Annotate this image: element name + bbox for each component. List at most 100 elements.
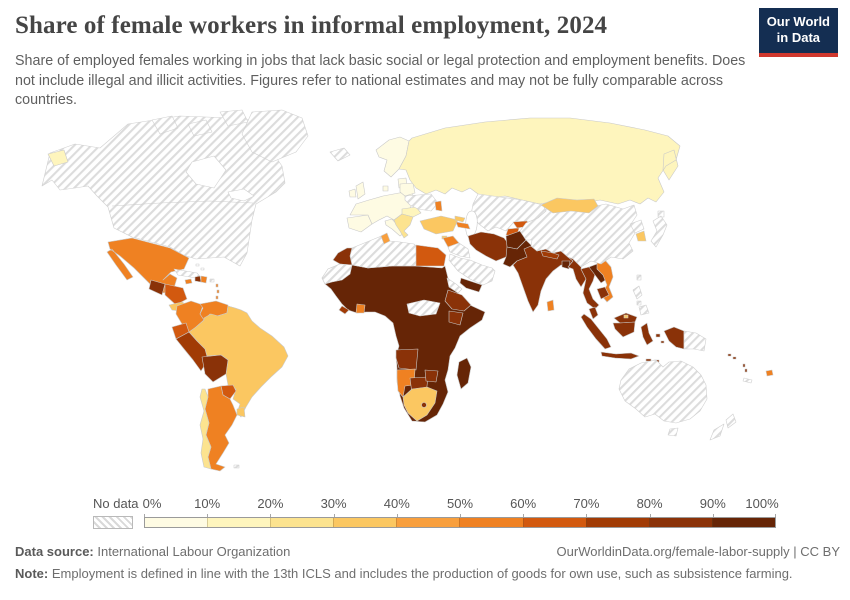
map-region-iberia[interactable] (346, 214, 373, 233)
legend-segment-50-60%[interactable] (459, 518, 523, 527)
map-region-iraq[interactable] (447, 242, 471, 259)
map-region-fiji[interactable] (765, 369, 774, 377)
map-region-mexico[interactable] (106, 237, 190, 294)
legend-segment-40-50%[interactable] (396, 518, 460, 527)
map-region-egypt[interactable] (415, 244, 447, 267)
map-region-chile[interactable] (199, 388, 212, 470)
map-region-puerto-rico[interactable] (209, 278, 215, 283)
map-region-saudi-arabia-gulf[interactable] (448, 253, 496, 286)
map-region-japan[interactable] (650, 210, 668, 248)
map-region-china[interactable] (519, 203, 638, 268)
map-region-arctic-islands[interactable] (151, 109, 249, 137)
map-region-uk[interactable] (355, 181, 366, 200)
map-region-morocco[interactable] (332, 247, 353, 266)
map-region-south-africa[interactable] (402, 386, 438, 422)
map-region-eritrea-djibouti[interactable] (446, 277, 463, 294)
legend-segment-0-10%[interactable] (145, 518, 208, 527)
map-region-vanuatu[interactable] (742, 363, 748, 373)
no-data-swatch[interactable] (93, 516, 133, 529)
map-region-zimbabwe[interactable] (424, 369, 439, 383)
map-region-angola[interactable] (395, 348, 419, 371)
legend-segment-30-40%[interactable] (333, 518, 397, 527)
map-region-iran[interactable] (467, 231, 511, 262)
owid-logo-line2: in Data (776, 30, 821, 46)
map-region-nepal[interactable] (540, 250, 560, 260)
map-region-russia[interactable] (398, 117, 681, 205)
map-region-western-sahara-mauritania[interactable] (321, 263, 353, 285)
map-region-balkans[interactable] (393, 213, 414, 239)
map-region-sri-lanka[interactable] (546, 299, 555, 312)
map-region-lesotho[interactable] (421, 402, 427, 408)
map-region-malaysia[interactable] (588, 306, 638, 324)
legend-tick-mark (144, 514, 145, 519)
legend-segment-70-80%[interactable] (585, 518, 649, 527)
legend-segment-80-90%[interactable] (648, 518, 712, 527)
map-region-dominican-republic[interactable] (200, 275, 208, 284)
legend-tick-label: 20% (257, 496, 284, 511)
map-region-turkey[interactable] (419, 215, 459, 235)
map-region-cambodia[interactable] (596, 286, 610, 300)
map-region-uruguay[interactable] (236, 406, 246, 418)
map-region-argentina[interactable] (204, 385, 238, 472)
map-region-ghana[interactable] (355, 303, 366, 314)
legend-tick-label: 90% (699, 496, 726, 511)
map-region-papua-new-guinea[interactable] (683, 330, 707, 352)
owid-logo[interactable]: Our World in Data (758, 8, 838, 57)
map-region-bangladesh[interactable] (561, 260, 571, 270)
map-region-greenland[interactable] (241, 109, 309, 163)
map-region-ireland[interactable] (348, 188, 357, 198)
chart-subtitle: Share of employed females working in job… (15, 53, 746, 109)
map-region-madagascar[interactable] (456, 357, 472, 390)
legend-segment-90-100%[interactable] (711, 518, 775, 527)
map-region-philippines[interactable] (632, 285, 650, 316)
map-region-haiti[interactable] (194, 275, 202, 283)
map-region-north-america[interactable] (41, 115, 299, 267)
map-region-bolivia[interactable] (201, 354, 229, 383)
map-region-liberia[interactable] (338, 305, 350, 315)
no-data-label: No data (93, 496, 139, 511)
map-region-denmark[interactable] (382, 185, 389, 192)
map-region-moldova[interactable] (434, 200, 443, 212)
owid-logo-line1: Our World (766, 14, 830, 29)
map-region-solomon-islands[interactable] (727, 353, 737, 360)
map-region-tunisia[interactable] (380, 232, 391, 245)
legend-segment-60-70%[interactable] (522, 518, 586, 527)
map-region-georgia[interactable] (454, 215, 466, 223)
map-region-vietnam[interactable] (596, 259, 614, 303)
map-region-car-south-sudan[interactable] (406, 299, 441, 317)
attribution-link[interactable]: OurWorldinData.org/female-labor-supply |… (556, 544, 840, 559)
map-region-armenia-azerbaijan[interactable] (455, 221, 471, 230)
map-region-taiwan[interactable] (636, 274, 642, 281)
map-region-romania-bulgaria[interactable] (401, 206, 422, 218)
map-region-falkland-islands[interactable] (233, 464, 240, 469)
map-region-belarus[interactable] (399, 182, 416, 197)
legend-tick-labels: 0% 10% 20% 30% 40% 50% 60% 70% 80% 90% 100% (143, 496, 779, 519)
map-region-honduras-nicaragua[interactable] (164, 283, 188, 306)
map-region-jamaica[interactable] (184, 278, 193, 285)
map-region-namibia[interactable] (396, 368, 416, 398)
map-region-sub-saharan-africa[interactable] (321, 263, 486, 423)
map-region-mongolia[interactable] (540, 197, 599, 214)
map-region-lesser-antilles[interactable] (215, 283, 220, 300)
map-region-scandinavia[interactable] (375, 136, 410, 178)
map-legend: No data 0% 10% 20% 30% 40% 50% 60% 70% 80% 90% 100… (0, 494, 850, 534)
map-region-chukotka[interactable] (47, 149, 69, 167)
map-region-kenya[interactable] (448, 310, 464, 326)
map-region-ukraine[interactable] (404, 193, 439, 212)
legend-tick-mark (775, 514, 776, 519)
map-region-north-korea[interactable] (629, 219, 645, 234)
map-region-bahamas[interactable] (195, 263, 205, 271)
map-region-iceland[interactable] (329, 147, 351, 162)
map-region-south-korea[interactable] (635, 230, 647, 242)
legend-segment-20-30%[interactable] (270, 518, 334, 527)
data-source-label: Data source: (15, 544, 94, 559)
map-region-new-caledonia[interactable] (742, 377, 753, 384)
map-region-brunei[interactable] (623, 314, 629, 319)
map-region-new-zealand[interactable] (709, 413, 737, 441)
legend-segment-10-20%[interactable] (207, 518, 271, 527)
map-region-ethiopia[interactable] (444, 289, 472, 312)
map-region-yemen[interactable] (459, 277, 483, 293)
map-region-australia[interactable] (618, 359, 708, 437)
map-region-guatemala[interactable] (148, 279, 166, 296)
